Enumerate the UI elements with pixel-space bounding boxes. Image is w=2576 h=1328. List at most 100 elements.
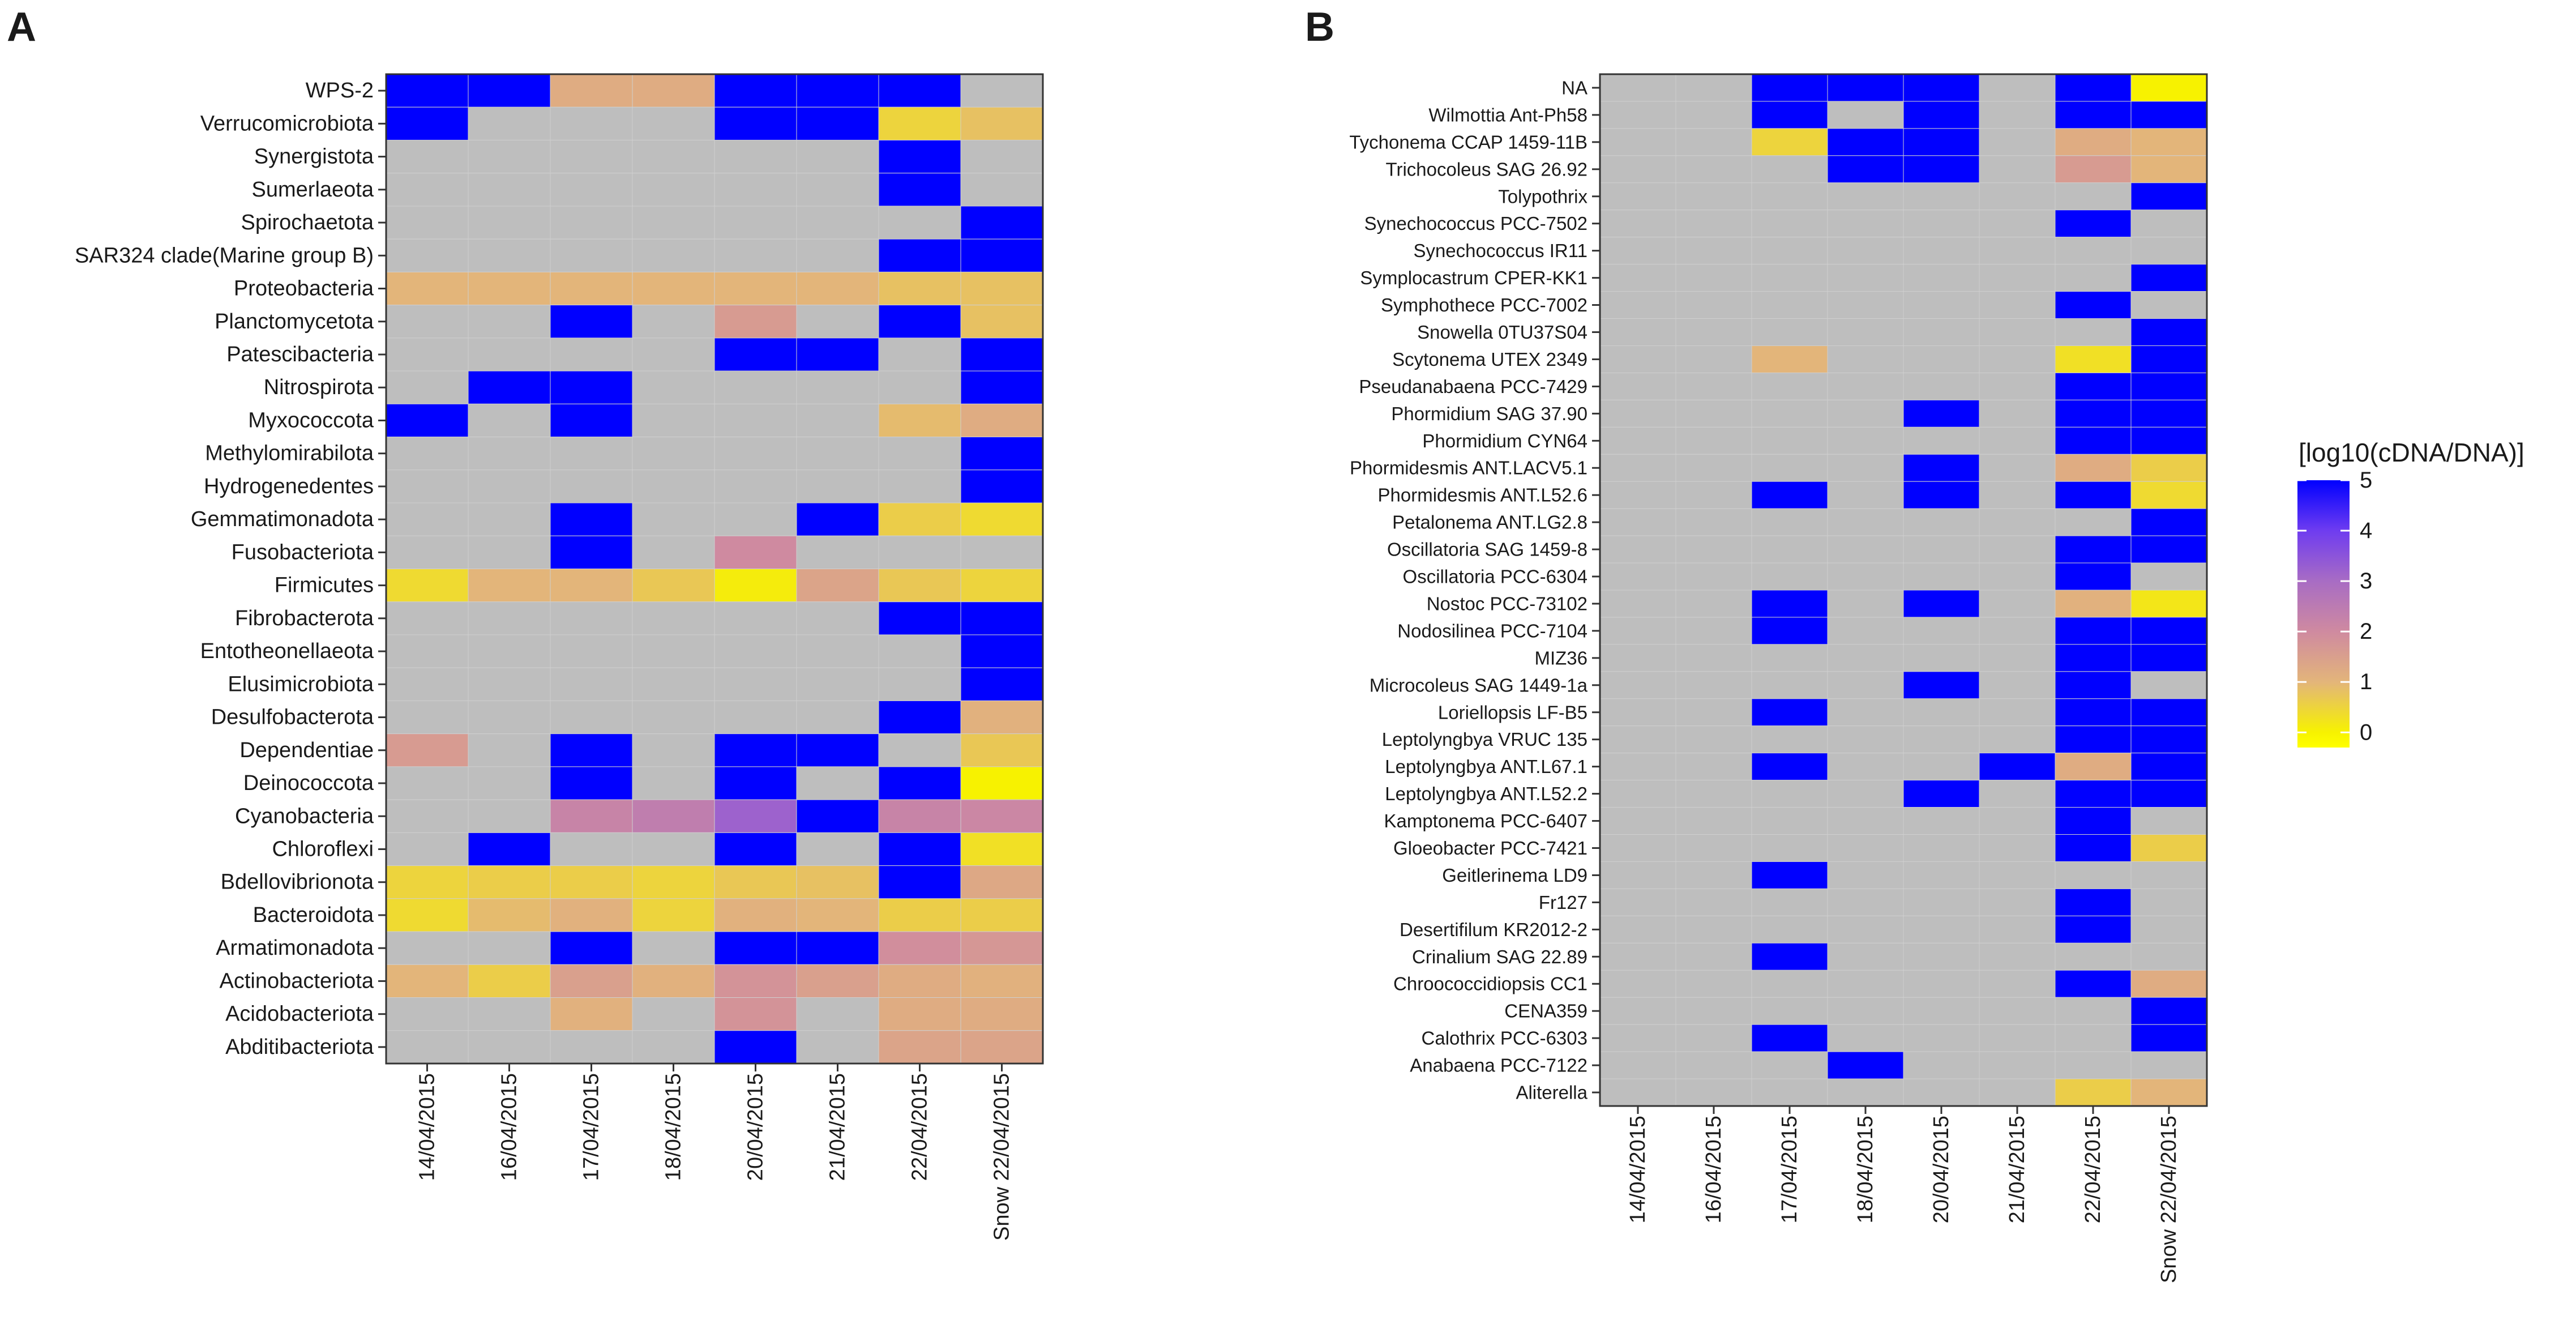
- heatmap-cell: [1599, 671, 1676, 699]
- heatmap-cell: [386, 931, 469, 965]
- heatmap-cell: [632, 469, 715, 503]
- heatmap-cell: [1827, 562, 1904, 591]
- row-label: Phormidium CYN64: [1422, 430, 1587, 451]
- heatmap-cell: [468, 733, 551, 767]
- column-label: 22/04/2015: [908, 1073, 932, 1181]
- heatmap-cell: [1979, 725, 2056, 754]
- heatmap-cell: [1751, 210, 1828, 238]
- heatmap-cell: [714, 106, 797, 140]
- column-label: Snow 22/04/2015: [2157, 1116, 2181, 1283]
- heatmap-cell: [1979, 426, 2056, 455]
- heatmap-cell: [960, 238, 1043, 272]
- heatmap-cell: [550, 305, 633, 339]
- heatmap-cell: [1599, 155, 1676, 183]
- heatmap-cell: [796, 403, 879, 438]
- row-label: Loriellopsis LF-B5: [1438, 702, 1587, 723]
- heatmap-cell: [2055, 454, 2132, 482]
- heatmap-cell: [468, 964, 551, 998]
- heatmap-cell: [878, 799, 961, 833]
- heatmap-cell: [1675, 345, 1752, 373]
- heatmap-cell: [1675, 1051, 1752, 1079]
- heatmap-cell: [2130, 1051, 2207, 1079]
- heatmap-cell: [1751, 698, 1828, 727]
- heatmap-cell: [1979, 915, 2056, 943]
- heatmap-cell: [1979, 644, 2056, 672]
- heatmap-cell: [2130, 562, 2207, 591]
- row-label: Deinococcota: [243, 771, 374, 795]
- row-label: Tolypothrix: [1498, 186, 1587, 207]
- heatmap-cell: [468, 305, 551, 339]
- heatmap-cell: [1903, 264, 1980, 292]
- heatmap-cell: [796, 535, 879, 570]
- heatmap-cell: [2130, 753, 2207, 781]
- heatmap-cell: [468, 766, 551, 800]
- heatmap-cell: [1751, 454, 1828, 482]
- heatmap-cell: [632, 569, 715, 603]
- heatmap-cell: [386, 139, 469, 174]
- heatmap-cell: [1675, 834, 1752, 862]
- heatmap-cell: [1979, 942, 2056, 971]
- heatmap-cell: [468, 898, 551, 932]
- row-label: Nodosilinea PCC-7104: [1397, 620, 1587, 641]
- heatmap-cell: [1675, 508, 1752, 536]
- heatmap-cell: [1599, 1051, 1676, 1079]
- heatmap-cell: [960, 271, 1043, 306]
- heatmap-cell: [2055, 101, 2132, 129]
- heatmap-cell: [1827, 372, 1904, 400]
- row-label: Synergistota: [254, 145, 374, 169]
- heatmap-cell: [632, 667, 715, 701]
- heatmap-cell: [1903, 128, 1980, 156]
- heatmap-cell: [2130, 915, 2207, 943]
- row-label: Patescibacteria: [226, 343, 374, 366]
- heatmap-cell: [632, 271, 715, 306]
- heatmap-cell: [2055, 237, 2132, 265]
- row-label: Actinobacteriota: [220, 969, 374, 993]
- heatmap-cell: [1827, 155, 1904, 183]
- heatmap-cell: [1903, 210, 1980, 238]
- heatmap-cell: [1827, 535, 1904, 563]
- heatmap-cell: [1675, 780, 1752, 808]
- heatmap-cell: [2055, 74, 2132, 102]
- legend-tick-label: 3: [2360, 569, 2372, 593]
- heatmap-cell: [468, 206, 551, 240]
- heatmap-cell: [796, 173, 879, 207]
- heatmap-cell: [1675, 753, 1752, 781]
- heatmap-cell: [386, 733, 469, 767]
- heatmap-cell: [632, 865, 715, 899]
- heatmap-cell: [2055, 1024, 2132, 1052]
- heatmap-cell: [468, 601, 551, 635]
- heatmap-cell: [468, 271, 551, 306]
- heatmap-cell: [550, 403, 633, 438]
- heatmap-cell: [1903, 291, 1980, 319]
- heatmap-cell: [1979, 182, 2056, 211]
- heatmap-cell: [1903, 807, 1980, 835]
- row-label: Desulfobacterota: [211, 706, 374, 729]
- heatmap-cell: [1751, 481, 1828, 509]
- heatmap-cell: [1903, 399, 1980, 428]
- row-label: Armatimonadota: [216, 936, 374, 960]
- heatmap-cell: [2130, 399, 2207, 428]
- row-label: Geitlerinema LD9: [1442, 865, 1587, 886]
- heatmap-cell: [1675, 915, 1752, 943]
- heatmap-cell: [960, 634, 1043, 668]
- heatmap-cell: [2130, 481, 2207, 509]
- heatmap-cell: [1827, 182, 1904, 211]
- heatmap-cell: [2055, 508, 2132, 536]
- heatmap-cell: [960, 931, 1043, 965]
- heatmap-cell: [1979, 1078, 2056, 1107]
- row-label: Scytonema UTEX 2349: [1392, 349, 1587, 370]
- column-label: 18/04/2015: [662, 1073, 686, 1181]
- heatmap-cell: [796, 370, 879, 404]
- heatmap-cell: [1903, 888, 1980, 916]
- row-label: Bacteroidota: [253, 903, 374, 927]
- heatmap-cell: [1903, 970, 1980, 998]
- column-label: Snow 22/04/2015: [990, 1073, 1014, 1241]
- heatmap-cell: [2055, 915, 2132, 943]
- column-label: 22/04/2015: [2081, 1116, 2105, 1223]
- heatmap-cell: [1599, 970, 1676, 998]
- heatmap-cell: [714, 535, 797, 570]
- row-label: Leptolyngbya ANT.L67.1: [1385, 756, 1587, 777]
- heatmap-cell: [1827, 644, 1904, 672]
- heatmap-cell: [1827, 834, 1904, 862]
- heatmap-cell: [386, 1030, 469, 1064]
